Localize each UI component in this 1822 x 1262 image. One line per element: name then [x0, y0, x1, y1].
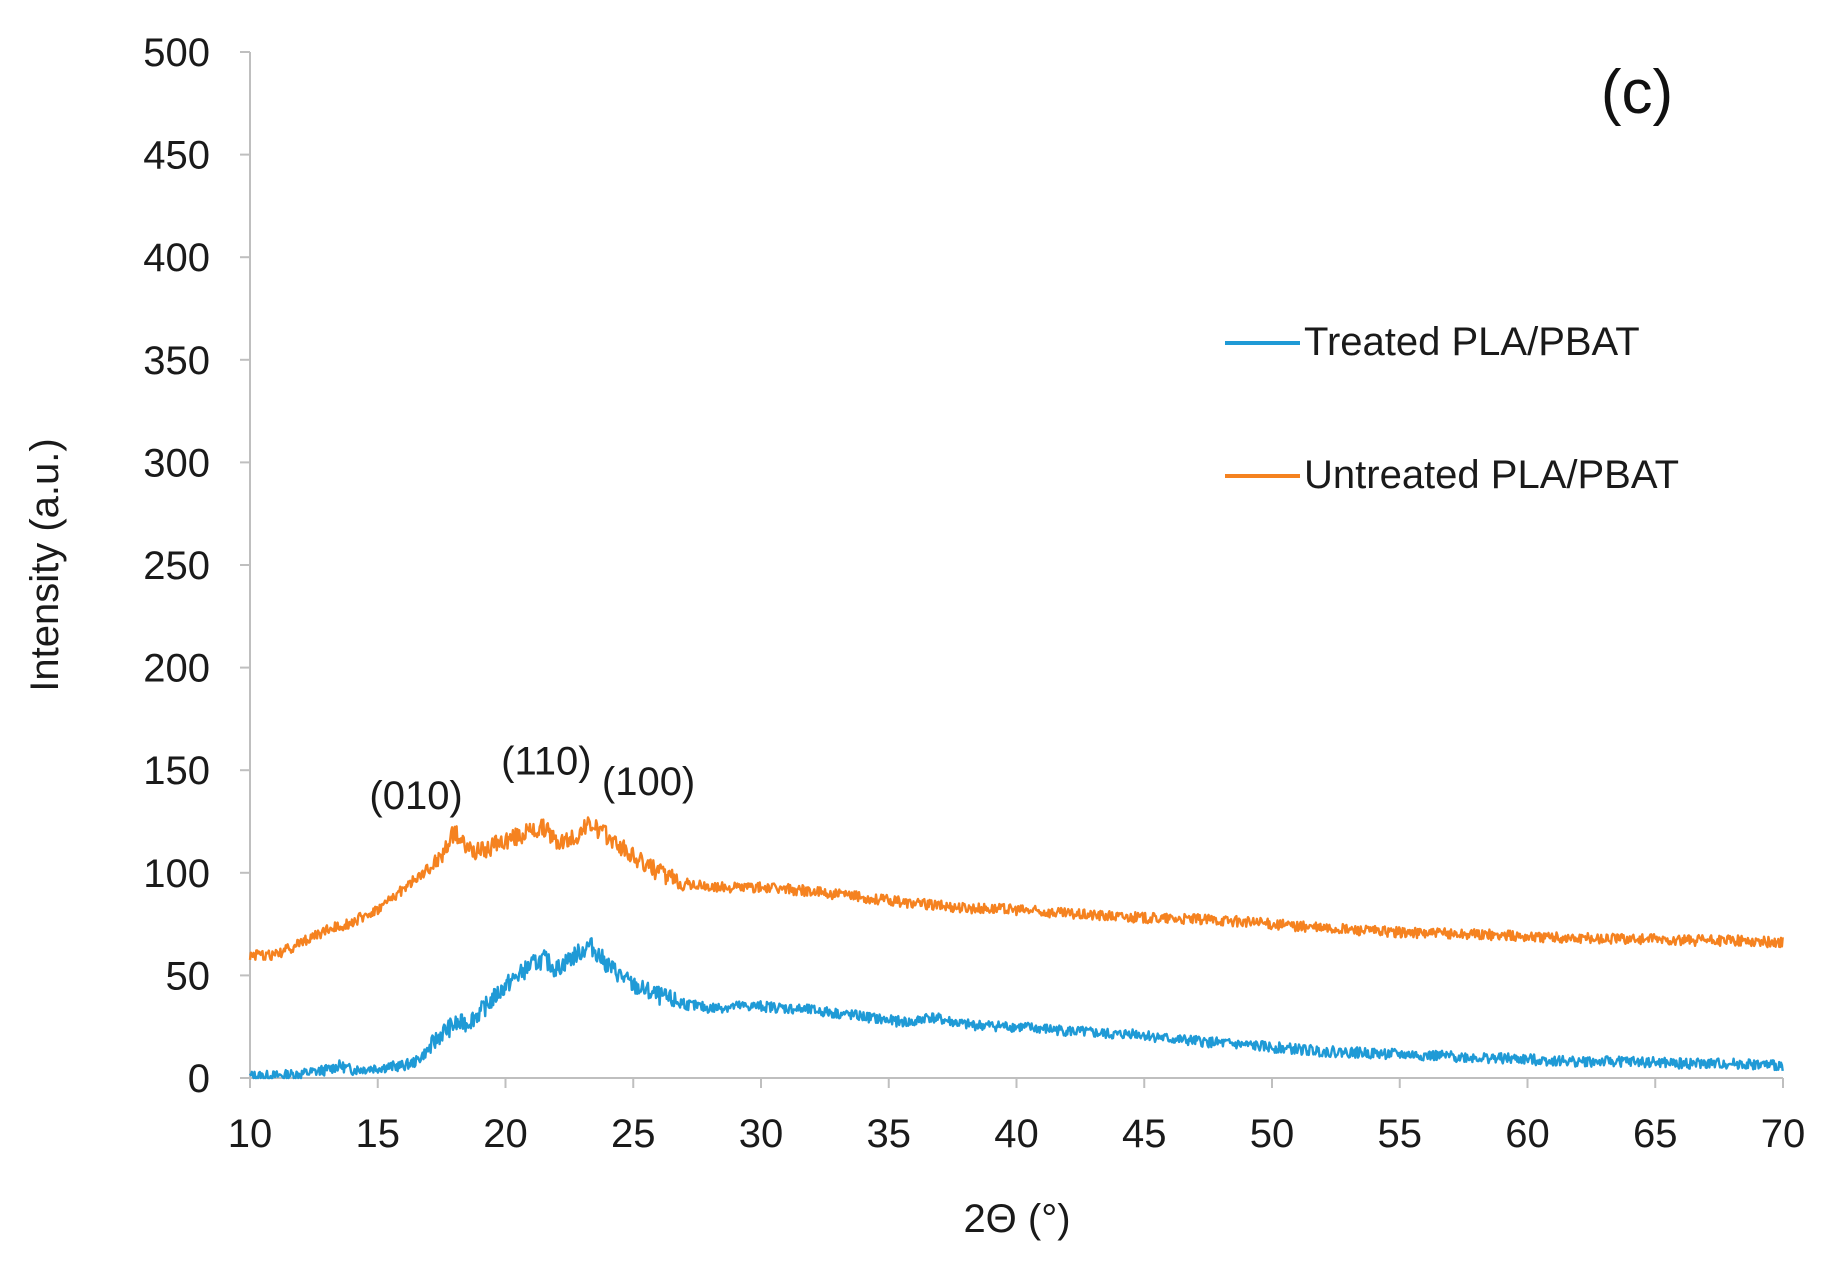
y-tick-label: 500: [143, 31, 210, 75]
legend-label-treated: Treated PLA/PBAT: [1304, 320, 1640, 364]
x-tick-label: 25: [611, 1112, 656, 1156]
series-layer: [248, 816, 1784, 1080]
x-tick-label: 70: [1761, 1112, 1806, 1156]
x-tick-label: 50: [1250, 1112, 1295, 1156]
x-tick-label: 45: [1122, 1112, 1167, 1156]
legend: Treated PLA/PBAT Untreated PLA/PBAT: [1225, 320, 1679, 497]
y-tick-label: 350: [143, 339, 210, 383]
peak-annotation: (110): [501, 739, 591, 783]
y-tick-label: 400: [143, 236, 210, 280]
y-tick-label: 200: [143, 647, 210, 691]
x-tick-label: 30: [739, 1112, 784, 1156]
y-tick-label: 300: [143, 441, 210, 485]
y-tick-label: 50: [166, 954, 211, 998]
legend-item-untreated: Untreated PLA/PBAT: [1225, 453, 1679, 497]
x-axis-title: 2Θ (°): [963, 1197, 1070, 1241]
panel-label: (c): [1601, 58, 1673, 127]
axes: [249, 52, 1783, 1079]
y-tick-label: 450: [143, 134, 210, 178]
y-axis-title: Intensity (a.u.): [23, 438, 67, 691]
legend-item-treated: Treated PLA/PBAT: [1225, 320, 1640, 364]
y-tick-label: 150: [143, 749, 210, 793]
x-tick-label: 15: [356, 1112, 401, 1156]
x-tick-label: 40: [994, 1112, 1039, 1156]
annotation-layer: (010) (110) (100): [369, 739, 695, 818]
x-tick-label: 10: [228, 1112, 273, 1156]
legend-label-untreated: Untreated PLA/PBAT: [1304, 453, 1679, 497]
y-ticks: 0 50 100 150 200 250 300 350 400 450 500: [143, 31, 250, 1101]
y-tick-label: 0: [188, 1057, 210, 1101]
x-tick-label: 60: [1505, 1112, 1550, 1156]
x-tick-label: 20: [483, 1112, 528, 1156]
x-tick-label: 65: [1633, 1112, 1678, 1156]
y-tick-label: 100: [143, 852, 210, 896]
y-tick-label: 250: [143, 544, 210, 588]
peak-annotation: (010): [369, 774, 462, 818]
peak-annotation: (100): [602, 760, 695, 804]
x-tick-label: 35: [867, 1112, 912, 1156]
x-tick-label: 55: [1378, 1112, 1423, 1156]
series-line-treated: [248, 937, 1784, 1080]
x-ticks: 10 15 20 25 30 35 40 45 50 55 60 65 70: [228, 1078, 1806, 1156]
series-line-untreated: [248, 816, 1784, 961]
